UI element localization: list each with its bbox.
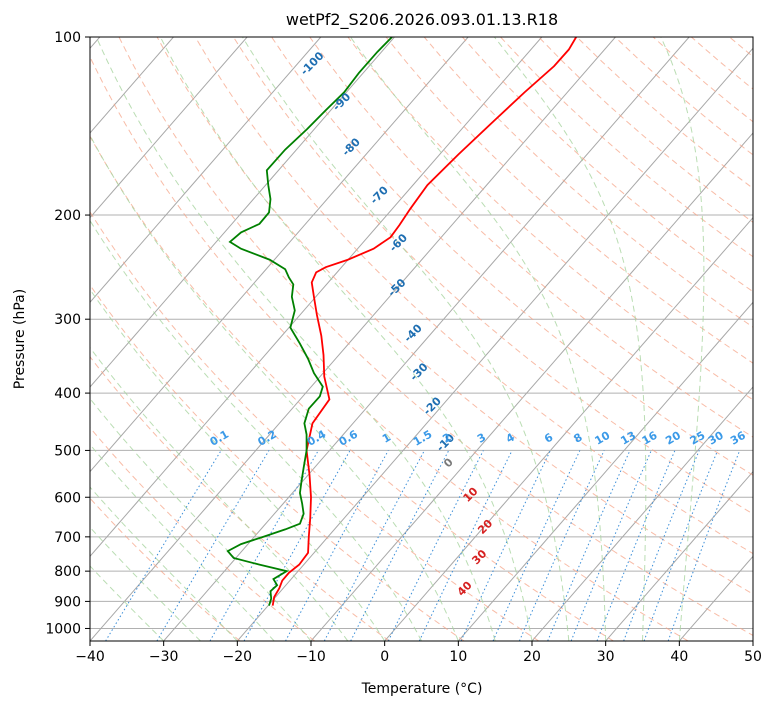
- isotherm-line: [90, 37, 322, 304]
- x-tick-label: 50: [744, 649, 762, 665]
- mixing-ratio-line: [243, 450, 351, 641]
- x-axis-title: Temperature (°C): [361, 681, 483, 697]
- x-tick-label: 10: [449, 649, 467, 665]
- mixing-ratio-line: [518, 450, 605, 641]
- x-axis: −40 −30 −20 −10 0 10 20 30 40 50: [75, 641, 762, 665]
- mixing-ratio-line: [623, 450, 700, 641]
- dry-adiabat-line: [118, 37, 753, 637]
- mixing-ratio-line: [387, 450, 484, 641]
- dry-adiabat-line: [271, 37, 753, 476]
- moist-adiabat-line: [242, 37, 570, 641]
- isotherm-line: [310, 132, 753, 641]
- isotherm-line: [90, 37, 469, 473]
- mixing-ratio-line: [285, 450, 389, 641]
- isotherm-line: [605, 470, 753, 641]
- dry-adiabat-line: [90, 135, 614, 641]
- moist-adiabat-line: [350, 37, 607, 641]
- isotherm-line: [163, 37, 690, 641]
- x-tick-label: −10: [296, 649, 326, 665]
- moist-adiabat-line: [159, 37, 533, 641]
- dry-adiabat-line: [768, 37, 775, 641]
- mixing-ratio-line: [643, 450, 719, 641]
- moist-adiabat-line: [90, 288, 386, 641]
- x-tick-label: 20: [523, 649, 541, 665]
- mixing-ratio-line: [570, 450, 652, 641]
- isotherm-line: [90, 37, 395, 388]
- dry-adiabat-line: [90, 284, 465, 641]
- moist-adiabat-line: [90, 219, 422, 641]
- y-tick-label: 600: [54, 490, 81, 506]
- isotherm-line: [531, 386, 753, 641]
- y-axis: 1000 900 800 700 600 500 400 300 200 100: [45, 30, 90, 637]
- y-tick-label: 100: [54, 30, 81, 46]
- dry-adiabat-line: [90, 426, 315, 641]
- y-tick-label: 500: [54, 443, 81, 459]
- moist-adiabat-line: [493, 37, 647, 641]
- moist-adiabat-line: [90, 134, 459, 641]
- grid-layer: [90, 37, 775, 641]
- isotherm-line: [90, 37, 616, 641]
- dry-adiabat-line: [90, 497, 241, 641]
- temperature-profile: [271, 37, 577, 606]
- isotherm-line: [457, 301, 753, 641]
- isotherm-line: [678, 555, 753, 641]
- mixing-ratio-line: [492, 450, 581, 641]
- y-tick-label: 800: [54, 564, 81, 580]
- dry-adiabat-line: [90, 211, 540, 641]
- mixing-ratio-line: [547, 450, 631, 641]
- isotherm-line: [384, 216, 753, 641]
- mixing-ratio-line: [667, 450, 741, 641]
- moist-adiabat-line: [90, 443, 275, 641]
- mixing-ratio-line: [105, 450, 222, 641]
- y-tick-label: 400: [54, 386, 81, 402]
- moist-adiabat-line: [90, 346, 349, 641]
- y-tick-label: 300: [54, 312, 81, 328]
- dry-adiabat-line: [90, 355, 390, 641]
- dry-adiabat-line: [347, 37, 753, 401]
- isotherm-line: [752, 640, 753, 641]
- dry-adiabat-line: [385, 37, 753, 364]
- y-tick-label: 900: [54, 594, 81, 610]
- plot-background: [90, 37, 753, 641]
- x-tick-label: 30: [597, 649, 615, 665]
- y-tick-label: 700: [54, 530, 81, 546]
- profile-curves: [226, 37, 577, 606]
- chart-title: wetPf2_S206.2026.093.01.13.R18: [286, 10, 558, 30]
- mixing-ratio-line: [596, 450, 676, 641]
- dry-adiabat-line: [423, 37, 753, 328]
- y-axis-title: Pressure (hPa): [12, 289, 28, 389]
- y-tick-label: 1000: [45, 621, 81, 637]
- moist-adiabat-line: [90, 397, 312, 641]
- x-tick-label: 0: [380, 649, 389, 665]
- dry-adiabat-line: [309, 37, 753, 438]
- moist-adiabat-line: [95, 37, 496, 641]
- y-tick-label: 200: [54, 208, 81, 224]
- isotherm-line: [90, 37, 543, 558]
- x-tick-label: −40: [75, 649, 105, 665]
- dry-adiabat-line: [90, 55, 689, 641]
- x-tick-label: 40: [670, 649, 688, 665]
- x-tick-label: −30: [149, 649, 179, 665]
- x-tick-label: −20: [223, 649, 253, 665]
- dewpoint-profile: [226, 37, 393, 606]
- plot-frame: [89, 36, 754, 642]
